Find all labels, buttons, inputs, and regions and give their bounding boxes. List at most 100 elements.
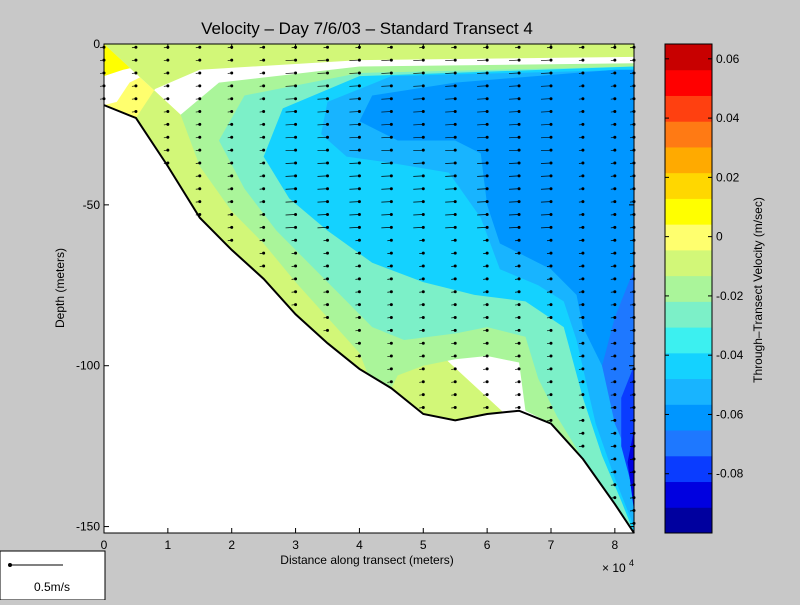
vector-arrow [451, 394, 456, 396]
colorbar-tick-label-6: -0.06 [716, 407, 744, 421]
vector-arrow [419, 265, 424, 267]
vector-arrow [259, 162, 264, 164]
vector-arrow [610, 368, 615, 370]
vector-arrow [477, 111, 488, 113]
vector-arrow [381, 98, 392, 100]
vector-arrow [291, 252, 296, 254]
vector-arrow [629, 394, 635, 396]
colorbar-label: Through–Transect Velocity (m/sec) [751, 197, 765, 383]
vector-arrow [610, 98, 615, 100]
vector-arrow [515, 46, 520, 49]
vector-arrow [291, 278, 296, 280]
colorbar: 0.06 0.04 0.02 0 -0.02 -0.04 -0.06 -0.08 [664, 43, 744, 534]
colorbar-swatch-11 [665, 224, 712, 251]
vector-arrow [355, 304, 360, 306]
vector-arrow [445, 227, 456, 229]
vector-arrow [227, 98, 232, 100]
vector-arrow [99, 85, 105, 87]
vector-arrow [381, 227, 392, 229]
velocity-vectors [99, 45, 636, 525]
colorbar-swatch-12 [665, 198, 712, 225]
vector-arrow [546, 329, 552, 332]
vector-arrow [546, 368, 552, 370]
vector-arrow [163, 59, 168, 61]
vector-arrow [131, 85, 136, 87]
station-6 [285, 45, 298, 307]
vector-arrow [413, 85, 424, 87]
vector-arrow [610, 46, 615, 49]
vector-arrow [323, 239, 328, 242]
vector-arrow [477, 136, 488, 139]
vector-arrow [259, 46, 264, 49]
vector-arrow [629, 368, 635, 370]
x-axis-label: Distance along transect (meters) [280, 553, 453, 567]
vector-arrow [323, 265, 328, 267]
vector-arrow [483, 278, 488, 280]
vector-arrow [451, 355, 456, 357]
vector-arrow [317, 175, 328, 177]
station-16 [610, 45, 617, 500]
vector-arrow [515, 291, 520, 293]
vector-arrow [509, 162, 520, 164]
axes-frame [103, 43, 635, 534]
vector-arrow [629, 59, 635, 61]
vector-arrow [323, 278, 328, 280]
vector-arrow [629, 227, 635, 229]
vector-arrow [349, 162, 360, 164]
vector-arrow [546, 420, 552, 422]
vector-arrow [610, 291, 615, 293]
vector-arrow [99, 98, 105, 100]
vector-arrow [578, 304, 583, 306]
vector-arrow [578, 342, 583, 345]
vector-arrow [578, 265, 583, 267]
vector-arrow [419, 252, 424, 254]
vector-arrow [291, 46, 296, 49]
vector-arrow [387, 304, 392, 306]
vector-arrow [610, 162, 615, 164]
x-tick-label-4: 4 [356, 538, 363, 552]
station-4 [227, 45, 234, 242]
vector-arrow [349, 201, 360, 203]
vector-arrow [477, 124, 488, 126]
vector-arrow [515, 317, 520, 319]
vector-arrow [259, 136, 264, 139]
vector-arrow [483, 46, 488, 49]
vector-arrow [413, 227, 424, 229]
vector-arrow [419, 278, 424, 280]
vector-arrow [131, 72, 136, 74]
vector-arrow [610, 304, 615, 306]
vector-arrow [629, 149, 635, 152]
colorbar-swatch-2 [665, 455, 712, 483]
vector-arrow [291, 291, 296, 293]
vector-arrow [413, 59, 424, 61]
vector-arrow [445, 201, 456, 203]
vector-arrow [355, 252, 360, 254]
vector-arrow [546, 381, 552, 383]
vector-arrow [515, 239, 520, 242]
vector-arrow [578, 175, 583, 177]
contour-band-13 [627, 430, 634, 511]
vector-arrow [610, 175, 615, 177]
vector-arrow [578, 227, 583, 229]
vector-arrow [610, 420, 615, 422]
vector-arrow [413, 124, 424, 126]
vector-arrow [163, 136, 168, 139]
vector-arrow [259, 252, 264, 254]
vector-arrow [578, 381, 583, 383]
vector-arrow [578, 59, 583, 61]
vector-arrow [195, 188, 200, 190]
vector-arrow [227, 227, 232, 229]
vector-arrow [323, 329, 328, 332]
colorbar-swatch-4 [665, 404, 712, 431]
vector-arrow [610, 149, 615, 152]
vector-arrow [546, 239, 552, 242]
vector-arrow [387, 252, 392, 254]
vector-arrow [578, 278, 583, 280]
colorbar-swatch-9 [665, 275, 712, 302]
vector-arrow [509, 111, 520, 113]
vector-arrow [540, 111, 552, 113]
vector-arrow [445, 188, 456, 190]
vector-arrow [515, 278, 520, 280]
vector-arrow [578, 252, 583, 254]
